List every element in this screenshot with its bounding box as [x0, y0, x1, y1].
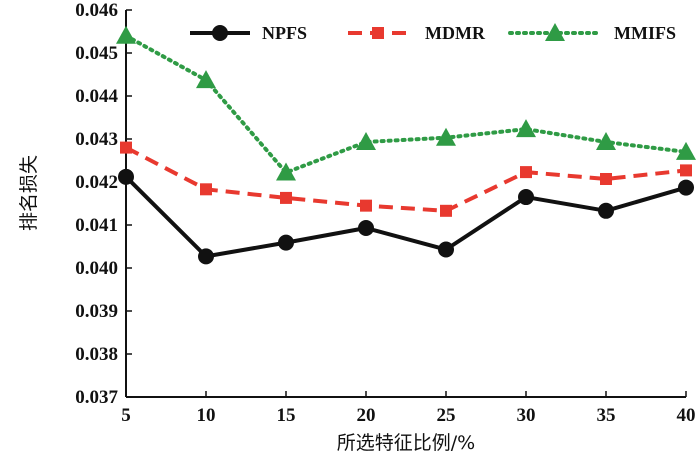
data-point-mmifs	[436, 127, 456, 146]
x-axis-title: 所选特征比例/%	[337, 432, 475, 454]
y-tick-label: 0.041	[75, 215, 118, 236]
data-point-mdmr	[520, 166, 532, 179]
data-point-npfs	[278, 234, 294, 251]
series-line-mmifs	[124, 33, 688, 175]
legend-item-mdmr: MDMR	[348, 23, 486, 43]
legend-marker-npfs	[212, 25, 228, 41]
series-line-npfs	[124, 175, 687, 259]
data-point-mmifs	[196, 70, 216, 89]
data-point-npfs	[678, 179, 694, 196]
legend-label-mdmr: MDMR	[425, 23, 486, 43]
y-tick-label: 0.045	[75, 43, 118, 64]
series-mdmr	[120, 141, 692, 217]
legend: NPFS MDMR MMIFS	[190, 23, 676, 43]
data-point-mmifs	[596, 132, 616, 151]
data-point-mmifs	[676, 141, 696, 160]
data-point-mdmr	[680, 164, 692, 177]
x-tick-label: 40	[677, 405, 696, 426]
data-point-mdmr	[440, 204, 452, 217]
legend-item-npfs: NPFS	[190, 23, 307, 43]
legend-item-mmifs: MMIFS	[508, 23, 676, 43]
data-point-mmifs	[116, 25, 136, 44]
data-point-mdmr	[360, 199, 372, 212]
legend-label-npfs: NPFS	[262, 23, 307, 43]
x-tick-label: 35	[597, 405, 616, 426]
y-tick-label: 0.040	[75, 258, 118, 279]
data-point-npfs	[198, 248, 214, 265]
data-point-npfs	[358, 220, 374, 237]
y-tick-label: 0.037	[75, 387, 118, 408]
data-point-mdmr	[200, 183, 212, 196]
x-tick-label: 10	[197, 405, 216, 426]
legend-marker-mmifs	[545, 23, 565, 41]
legend-marker-mdmr	[372, 27, 384, 39]
x-tick-label: 25	[437, 405, 456, 426]
y-tick-label: 0.043	[75, 129, 118, 150]
x-tick-label: 30	[517, 405, 536, 426]
data-point-mmifs	[516, 119, 536, 138]
y-axis-title: 排名损失	[18, 155, 40, 231]
y-tick-label: 0.038	[75, 344, 118, 365]
legend-label-mmifs: MMIFS	[614, 23, 676, 43]
axes	[125, 10, 686, 398]
y-tick-label: 0.044	[75, 86, 118, 107]
data-point-npfs	[518, 189, 534, 206]
x-tick-label: 20	[357, 405, 376, 426]
data-point-mmifs	[276, 162, 296, 181]
x-tick-label: 5	[121, 405, 131, 426]
series-group	[116, 25, 696, 265]
data-point-npfs	[118, 168, 134, 185]
series-npfs	[118, 168, 694, 265]
y-tick-label: 0.039	[75, 301, 118, 322]
y-tick-label: 0.042	[75, 172, 118, 193]
data-point-mdmr	[120, 141, 132, 154]
data-point-npfs	[438, 241, 454, 258]
x-tick-label: 15	[277, 405, 296, 426]
series-mmifs	[116, 25, 696, 181]
data-point-mdmr	[600, 172, 612, 185]
data-point-npfs	[598, 202, 614, 219]
y-tick-label: 0.046	[75, 0, 118, 21]
data-point-mdmr	[280, 191, 292, 204]
series-line-mdmr	[125, 145, 687, 213]
tick-labels: 0.037 0.038 0.039 0.040 0.041 0.042 0.043 0.044…	[75, 0, 695, 426]
data-point-mmifs	[356, 132, 376, 151]
